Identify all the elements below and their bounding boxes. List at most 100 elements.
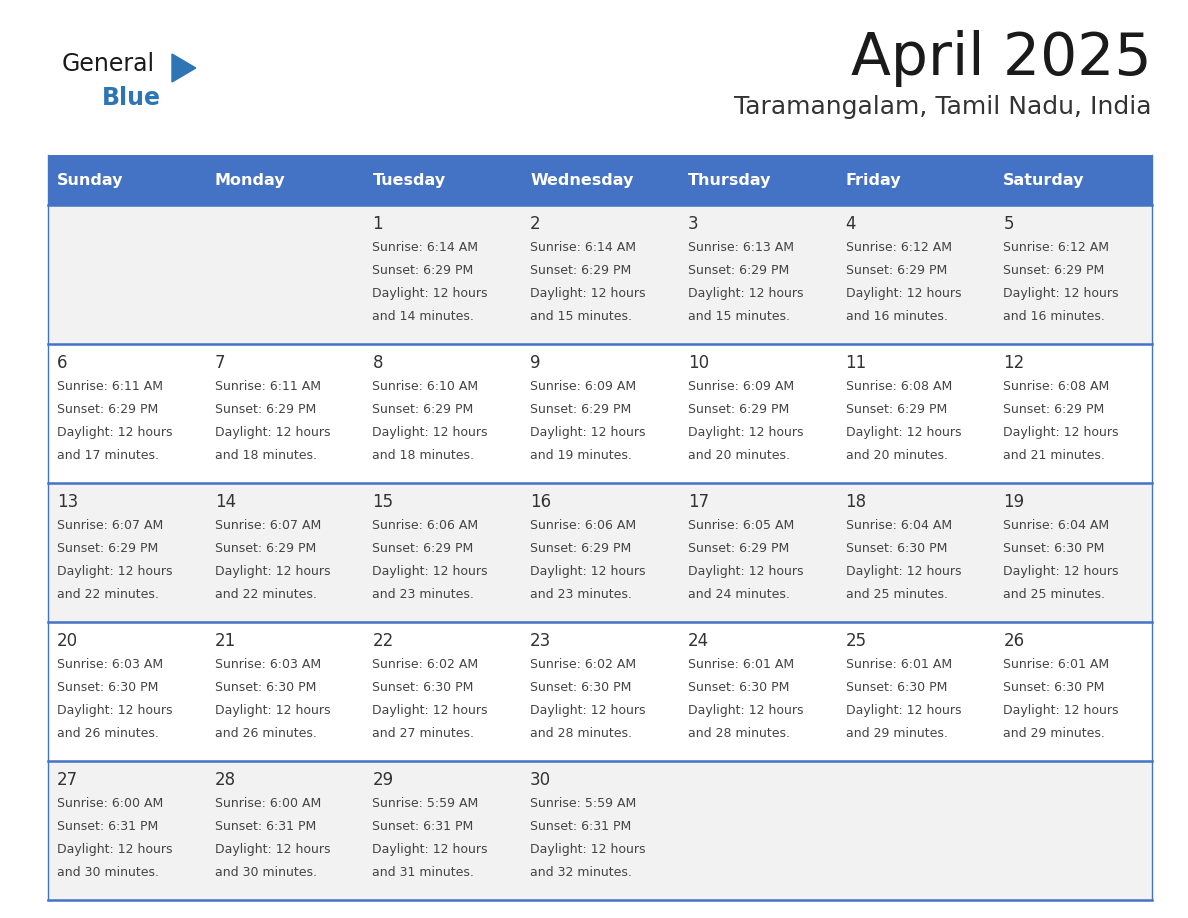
Text: 6: 6 <box>57 354 68 372</box>
Text: 3: 3 <box>688 215 699 233</box>
Text: Sunrise: 5:59 AM: Sunrise: 5:59 AM <box>372 797 479 810</box>
Text: Sunset: 6:30 PM: Sunset: 6:30 PM <box>846 543 947 555</box>
Text: Sunset: 6:29 PM: Sunset: 6:29 PM <box>530 543 631 555</box>
Text: and 22 minutes.: and 22 minutes. <box>57 588 159 601</box>
Bar <box>48 205 1152 344</box>
Bar <box>48 344 1152 483</box>
Text: 2: 2 <box>530 215 541 233</box>
Text: Sunset: 6:29 PM: Sunset: 6:29 PM <box>688 403 789 416</box>
Text: 16: 16 <box>530 493 551 511</box>
Text: Monday: Monday <box>215 173 285 187</box>
Text: and 30 minutes.: and 30 minutes. <box>57 867 159 879</box>
Text: Saturday: Saturday <box>1004 173 1085 187</box>
Text: Sunrise: 6:12 AM: Sunrise: 6:12 AM <box>1004 241 1110 254</box>
Text: Sunset: 6:29 PM: Sunset: 6:29 PM <box>530 264 631 277</box>
Text: Daylight: 12 hours: Daylight: 12 hours <box>215 704 330 717</box>
Text: Daylight: 12 hours: Daylight: 12 hours <box>57 426 172 439</box>
Text: Daylight: 12 hours: Daylight: 12 hours <box>846 287 961 300</box>
Text: Daylight: 12 hours: Daylight: 12 hours <box>688 287 803 300</box>
Text: Sunrise: 6:09 AM: Sunrise: 6:09 AM <box>530 380 637 393</box>
Text: and 32 minutes.: and 32 minutes. <box>530 867 632 879</box>
Text: Tuesday: Tuesday <box>372 173 446 187</box>
Text: Sunset: 6:29 PM: Sunset: 6:29 PM <box>372 403 474 416</box>
Text: Daylight: 12 hours: Daylight: 12 hours <box>372 426 488 439</box>
Text: Sunrise: 6:01 AM: Sunrise: 6:01 AM <box>688 658 794 671</box>
Text: Sunset: 6:29 PM: Sunset: 6:29 PM <box>688 264 789 277</box>
Text: Sunrise: 6:00 AM: Sunrise: 6:00 AM <box>57 797 163 810</box>
Text: 5: 5 <box>1004 215 1013 233</box>
Text: Daylight: 12 hours: Daylight: 12 hours <box>530 565 645 578</box>
Text: and 16 minutes.: and 16 minutes. <box>1004 310 1105 323</box>
Text: Daylight: 12 hours: Daylight: 12 hours <box>688 426 803 439</box>
Text: and 23 minutes.: and 23 minutes. <box>530 588 632 601</box>
Text: Sunset: 6:30 PM: Sunset: 6:30 PM <box>215 681 316 694</box>
Text: Sunset: 6:29 PM: Sunset: 6:29 PM <box>215 543 316 555</box>
Text: and 18 minutes.: and 18 minutes. <box>372 449 474 463</box>
Text: Daylight: 12 hours: Daylight: 12 hours <box>57 844 172 856</box>
Text: 28: 28 <box>215 771 236 789</box>
Text: and 14 minutes.: and 14 minutes. <box>372 310 474 323</box>
Text: Daylight: 12 hours: Daylight: 12 hours <box>846 704 961 717</box>
Text: Daylight: 12 hours: Daylight: 12 hours <box>688 565 803 578</box>
Text: Sunset: 6:30 PM: Sunset: 6:30 PM <box>1004 681 1105 694</box>
Text: 24: 24 <box>688 632 709 650</box>
Text: Daylight: 12 hours: Daylight: 12 hours <box>846 565 961 578</box>
Text: 13: 13 <box>57 493 78 511</box>
Text: General: General <box>62 52 156 76</box>
Text: and 18 minutes.: and 18 minutes. <box>215 449 317 463</box>
Text: Blue: Blue <box>102 86 162 110</box>
Text: Sunset: 6:31 PM: Sunset: 6:31 PM <box>530 820 631 834</box>
Text: 9: 9 <box>530 354 541 372</box>
Text: Sunday: Sunday <box>57 173 124 187</box>
Text: Sunrise: 6:02 AM: Sunrise: 6:02 AM <box>530 658 637 671</box>
Text: Sunrise: 6:04 AM: Sunrise: 6:04 AM <box>1004 519 1110 532</box>
Polygon shape <box>172 54 196 82</box>
Text: 19: 19 <box>1004 493 1024 511</box>
Text: Taramangalam, Tamil Nadu, India: Taramangalam, Tamil Nadu, India <box>734 95 1152 119</box>
Text: Sunrise: 6:02 AM: Sunrise: 6:02 AM <box>372 658 479 671</box>
Text: Daylight: 12 hours: Daylight: 12 hours <box>372 704 488 717</box>
Text: 1: 1 <box>372 215 383 233</box>
Text: Sunset: 6:29 PM: Sunset: 6:29 PM <box>57 403 158 416</box>
Text: Sunrise: 6:13 AM: Sunrise: 6:13 AM <box>688 241 794 254</box>
Text: Sunrise: 6:14 AM: Sunrise: 6:14 AM <box>372 241 479 254</box>
Bar <box>48 622 1152 761</box>
Text: Daylight: 12 hours: Daylight: 12 hours <box>57 704 172 717</box>
Text: Daylight: 12 hours: Daylight: 12 hours <box>1004 704 1119 717</box>
Text: and 28 minutes.: and 28 minutes. <box>688 727 790 740</box>
Text: and 29 minutes.: and 29 minutes. <box>846 727 948 740</box>
Text: and 21 minutes.: and 21 minutes. <box>1004 449 1105 463</box>
Text: and 27 minutes.: and 27 minutes. <box>372 727 474 740</box>
Text: 20: 20 <box>57 632 78 650</box>
Text: 10: 10 <box>688 354 709 372</box>
Text: Sunset: 6:30 PM: Sunset: 6:30 PM <box>372 681 474 694</box>
Text: Thursday: Thursday <box>688 173 771 187</box>
Text: 8: 8 <box>372 354 383 372</box>
Text: 29: 29 <box>372 771 393 789</box>
Text: and 26 minutes.: and 26 minutes. <box>215 727 316 740</box>
Bar <box>48 761 1152 900</box>
Text: and 20 minutes.: and 20 minutes. <box>846 449 948 463</box>
Text: Friday: Friday <box>846 173 902 187</box>
Text: Sunset: 6:31 PM: Sunset: 6:31 PM <box>215 820 316 834</box>
Text: 25: 25 <box>846 632 867 650</box>
Text: Sunset: 6:30 PM: Sunset: 6:30 PM <box>530 681 632 694</box>
Text: Sunrise: 6:00 AM: Sunrise: 6:00 AM <box>215 797 321 810</box>
Text: Sunrise: 6:10 AM: Sunrise: 6:10 AM <box>372 380 479 393</box>
Text: Daylight: 12 hours: Daylight: 12 hours <box>57 565 172 578</box>
Text: Daylight: 12 hours: Daylight: 12 hours <box>372 565 488 578</box>
Text: and 17 minutes.: and 17 minutes. <box>57 449 159 463</box>
Text: Sunrise: 6:07 AM: Sunrise: 6:07 AM <box>215 519 321 532</box>
Text: Daylight: 12 hours: Daylight: 12 hours <box>1004 426 1119 439</box>
Text: 11: 11 <box>846 354 867 372</box>
Text: Sunrise: 6:07 AM: Sunrise: 6:07 AM <box>57 519 163 532</box>
Text: Sunrise: 6:03 AM: Sunrise: 6:03 AM <box>215 658 321 671</box>
Text: Sunrise: 6:05 AM: Sunrise: 6:05 AM <box>688 519 794 532</box>
Text: and 15 minutes.: and 15 minutes. <box>530 310 632 323</box>
Bar <box>48 483 1152 622</box>
Text: 7: 7 <box>215 354 226 372</box>
Text: Sunset: 6:31 PM: Sunset: 6:31 PM <box>57 820 158 834</box>
Text: Daylight: 12 hours: Daylight: 12 hours <box>530 844 645 856</box>
Text: and 31 minutes.: and 31 minutes. <box>372 867 474 879</box>
Text: Sunrise: 6:11 AM: Sunrise: 6:11 AM <box>215 380 321 393</box>
